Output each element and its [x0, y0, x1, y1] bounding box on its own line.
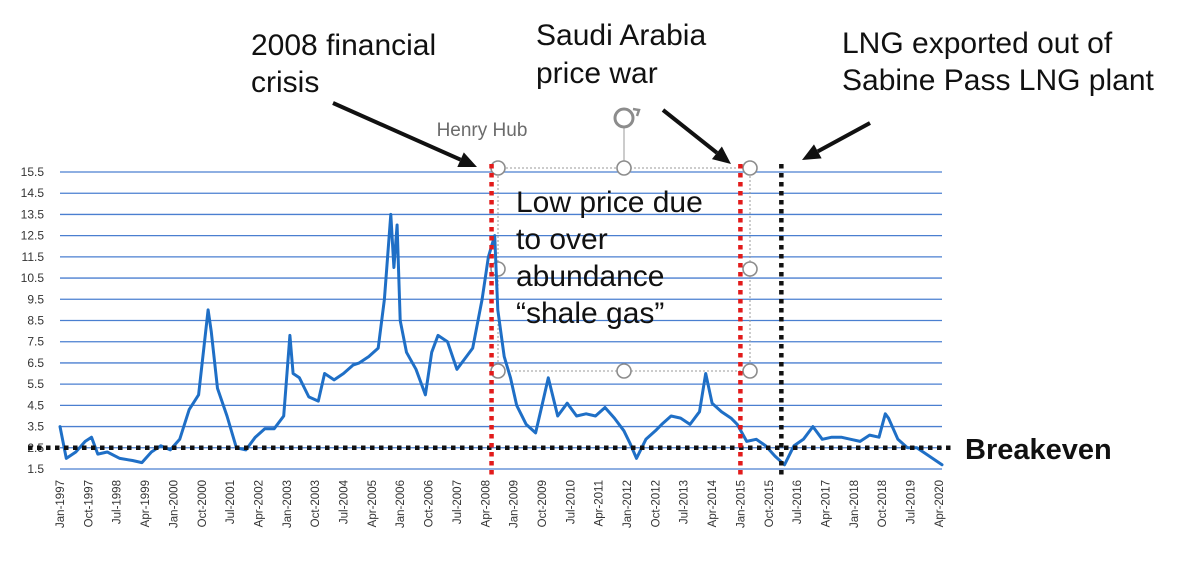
series-line [58, 212, 944, 467]
resize-handle [616, 363, 632, 379]
y-tick-label: 2.5 [27, 441, 44, 455]
y-tick-label: 5.5 [27, 377, 44, 391]
x-tick-label: Apr-2002 [253, 480, 265, 527]
x-tick-label: Apr-2011 [594, 480, 606, 526]
x-tick-label: Oct-2018 [877, 480, 889, 527]
x-tick-label: Oct-2009 [537, 480, 549, 527]
annotation-text: LNG exported out of [842, 27, 1113, 60]
x-tick-label: Jul-2010 [565, 480, 577, 524]
x-tick-label: Jul-1998 [112, 480, 124, 524]
reference-lines: Breakeven [28, 164, 1112, 478]
x-tick-label: Apr-2005 [367, 480, 379, 527]
y-tick-label: 9.5 [27, 292, 44, 306]
annotation-text: abundance [516, 260, 664, 293]
x-axis-ticks: Jan-1997 Oct-1997 Jul-1998 Apr-1999 Jan-2000… [55, 479, 946, 528]
arrow-shaft [332, 101, 462, 162]
x-tick-label: Apr-2008 [480, 480, 492, 527]
annotation-text: “shale gas” [516, 297, 664, 330]
y-axis-ticks: 1.5 2.5 3.5 4.5 5.5 6.5 7.5 8.5 9.5 10.5 11.5 12.5 1… [21, 165, 45, 476]
x-tick-label: Jan-2012 [622, 480, 634, 528]
gridlines [60, 171, 942, 470]
y-tick-label: 1.5 [27, 462, 44, 476]
x-tick-label: Apr-2014 [707, 479, 719, 527]
x-tick-label: Jan-2000 [168, 480, 180, 528]
x-tick-label: Jan-2003 [282, 480, 294, 528]
x-tick-label: Apr-2017 [820, 480, 832, 527]
annotation-arrows [332, 101, 871, 167]
x-tick-label: Oct-2003 [310, 480, 322, 527]
annotation-text: Saudi Arabia [536, 19, 706, 52]
x-tick-label: Jan-2015 [735, 480, 747, 528]
x-tick-label: Jan-2018 [849, 480, 861, 528]
x-tick-label: Jul-2019 [906, 480, 918, 524]
x-tick-label: Jul-2013 [679, 480, 691, 524]
rotate-arrow-icon [632, 107, 641, 117]
x-tick-label: Oct-2006 [424, 480, 436, 527]
annotation-text: price war [536, 57, 658, 90]
x-tick-label: Apr-2020 [934, 480, 946, 527]
x-tick-label: Apr-1999 [140, 480, 152, 527]
arrow-head [802, 144, 822, 160]
arrow-head [457, 152, 477, 167]
x-tick-label: Oct-2000 [197, 480, 209, 527]
resize-handle [742, 261, 758, 277]
y-tick-label: 6.5 [27, 356, 44, 370]
x-tick-label: Oct-1997 [83, 480, 95, 527]
x-tick-label: Jan-2009 [509, 480, 521, 528]
annotation-text: Sabine Pass LNG plant [842, 64, 1155, 97]
x-tick-label: Jul-2001 [225, 480, 237, 524]
y-tick-label: 12.5 [21, 229, 45, 243]
resize-handle [616, 160, 632, 176]
x-tick-label: Jan-1997 [55, 480, 67, 528]
annotations: 2008 financial crisis Saudi Arabia price wa… [251, 19, 1155, 330]
annotation-text: to over [516, 223, 608, 256]
arrow-head [711, 146, 731, 164]
annotation-text: Low price due [516, 186, 703, 219]
arrow-shaft [661, 108, 719, 155]
y-tick-label: 4.5 [27, 398, 44, 412]
price-series [58, 212, 944, 467]
rotate-handle-icon [613, 107, 635, 129]
selected-textbox[interactable] [490, 107, 758, 379]
x-tick-label: Oct-2015 [764, 480, 776, 527]
x-tick-label: Jul-2004 [339, 479, 351, 524]
y-tick-label: 14.5 [21, 186, 45, 200]
x-tick-label: Jul-2016 [792, 480, 804, 524]
x-tick-label: Jul-2007 [452, 480, 464, 524]
chart-title: Henry Hub [437, 120, 528, 141]
resize-handle [742, 363, 758, 379]
y-tick-label: 11.5 [22, 250, 45, 264]
y-tick-label: 10.5 [21, 271, 45, 285]
breakeven-label: Breakeven [965, 434, 1112, 466]
y-tick-label: 8.5 [27, 314, 44, 328]
resize-handle [742, 160, 758, 176]
annotation-text: 2008 financial [251, 29, 436, 62]
x-tick-label: Jan-2006 [395, 480, 407, 528]
arrow-shaft [816, 121, 871, 154]
y-tick-label: 7.5 [27, 335, 44, 349]
annotation-text: crisis [251, 66, 319, 99]
y-tick-label: 3.5 [27, 420, 44, 434]
y-tick-label: 15.5 [21, 165, 45, 179]
y-tick-label: 13.5 [21, 207, 45, 221]
x-tick-label: Oct-2012 [650, 480, 662, 527]
